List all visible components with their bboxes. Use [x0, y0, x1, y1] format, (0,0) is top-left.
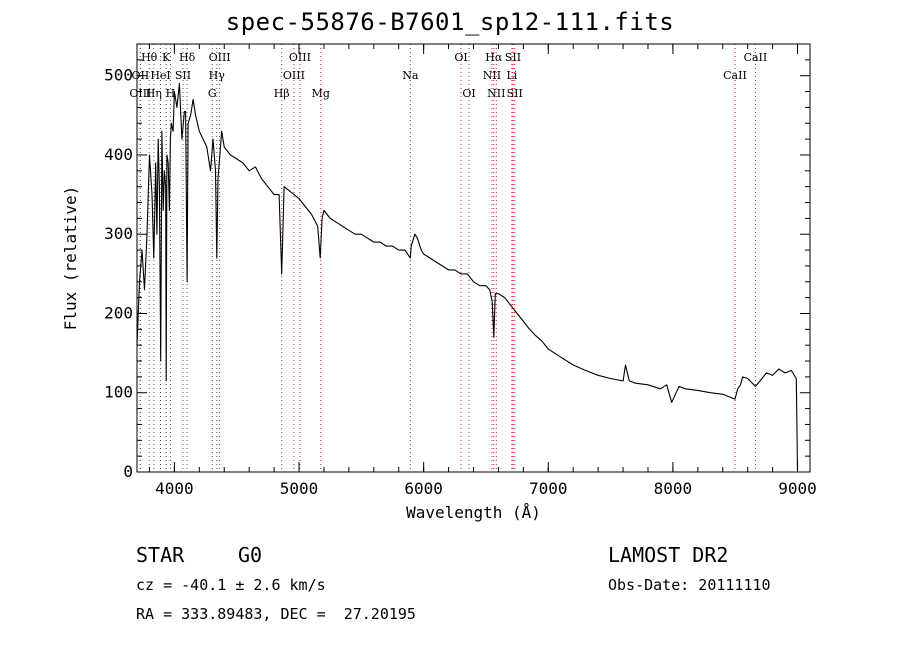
line-label-24: OI: [462, 87, 475, 100]
line-label-23: Mg: [312, 87, 330, 100]
observation-date: Obs-Date: 20111110: [608, 576, 771, 594]
y-tick-label-2: 200: [104, 303, 133, 322]
line-label-15: NII: [483, 69, 501, 82]
chart-title: spec-55876-B7601_sp12-111.fits: [225, 8, 675, 36]
line-label-26: SII: [507, 87, 523, 100]
x-tick-label-0: 4000: [155, 479, 194, 498]
object-class: STAR: [136, 543, 185, 567]
x-tick-label-4: 8000: [654, 479, 693, 498]
line-label-17: CaII: [723, 69, 747, 82]
line-label-25: NII: [487, 87, 505, 100]
line-label-21: G: [208, 87, 217, 100]
line-label-6: Hα: [485, 51, 503, 64]
x-tick-label-1: 5000: [280, 479, 319, 498]
y-axis: 0 100 200 300 400 500: [104, 43, 810, 481]
line-label-13: OIII: [283, 69, 305, 82]
coordinates: RA = 333.89483, DEC = 27.20195: [136, 605, 416, 623]
line-label-5: OI: [454, 51, 467, 64]
x-tick-label-5: 9000: [778, 479, 817, 498]
y-tick-label-3: 300: [104, 224, 133, 243]
line-label-10: HeI: [150, 69, 170, 82]
y-tick-label-0: 0: [123, 462, 133, 481]
line-label-22: Hβ: [274, 87, 290, 100]
line-label-8: CaII: [744, 51, 768, 64]
spectral-line-markers: [139, 44, 756, 472]
line-label-0: Hθ: [141, 51, 158, 64]
line-label-16: Li: [506, 69, 517, 82]
line-label-1: K: [162, 51, 171, 64]
line-label-19: Hη: [146, 87, 162, 100]
spectrum-line: [136, 83, 799, 473]
line-label-14: Na: [402, 69, 419, 82]
x-axis-label: Wavelength (Å): [406, 503, 541, 522]
line-label-20: H: [166, 87, 176, 100]
spectral-subclass: G0: [238, 543, 263, 567]
line-label-12: Hγ: [209, 69, 226, 82]
line-label-4: OIII: [289, 51, 311, 64]
spectrum-plot: [136, 83, 799, 473]
plot-frame: [136, 43, 811, 473]
line-label-3: OIII: [209, 51, 231, 64]
y-tick-label-5: 500: [104, 66, 133, 85]
line-label-18: OIII: [129, 87, 151, 100]
redshift-cz: cz = -40.1 ± 2.6 km/s: [136, 576, 326, 594]
line-label-2: Hδ: [179, 51, 196, 64]
x-axis: 4000 5000 6000 7000 8000 9000: [148, 44, 817, 498]
survey-name: LAMOST DR2: [608, 543, 729, 567]
y-tick-label-1: 100: [104, 383, 133, 402]
x-tick-label-2: 6000: [404, 479, 443, 498]
y-axis-label: Flux (relative): [61, 186, 80, 331]
x-tick-label-3: 7000: [529, 479, 568, 498]
line-label-11: SII: [175, 69, 191, 82]
y-tick-label-4: 400: [104, 145, 133, 164]
line-label-7: SII: [505, 51, 521, 64]
